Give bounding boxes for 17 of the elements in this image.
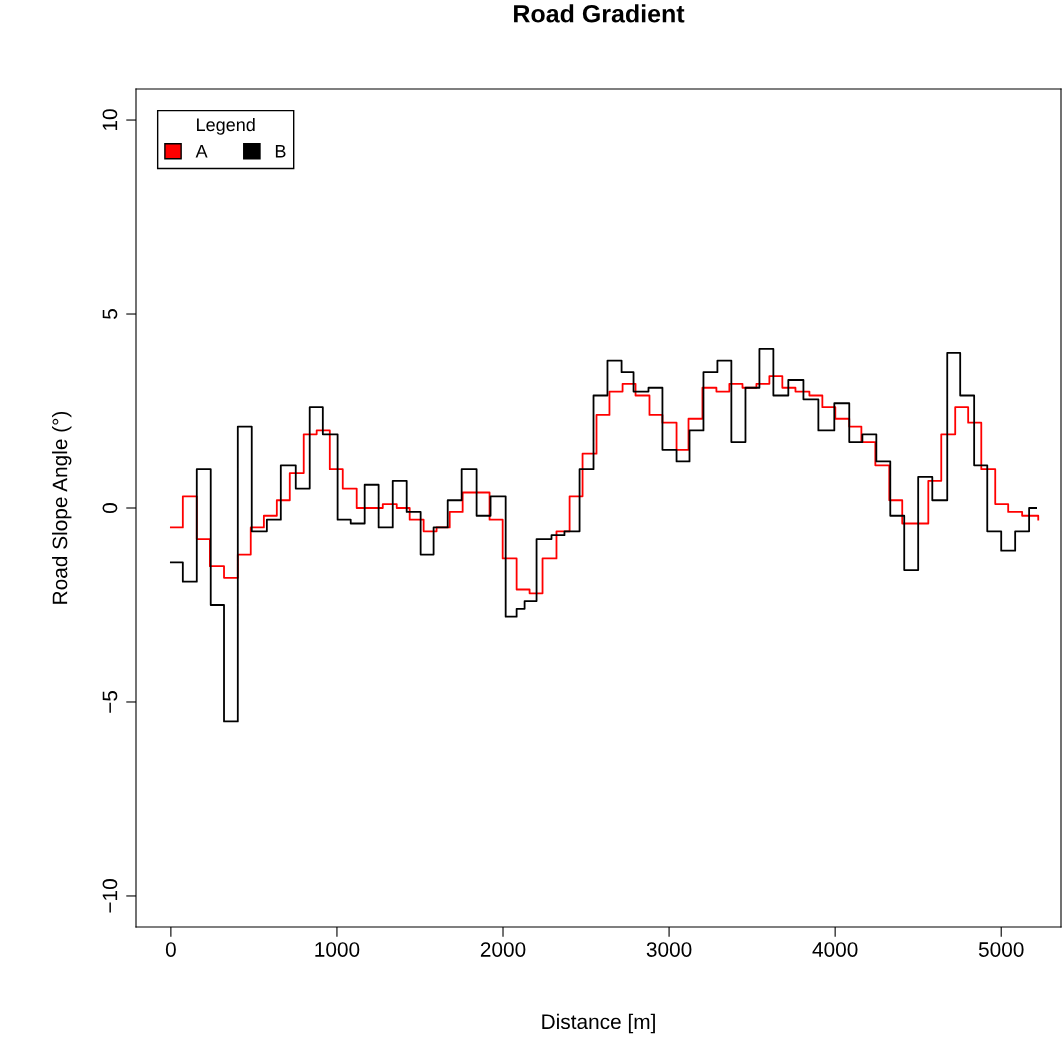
x-tick-label: 4000 <box>812 942 858 957</box>
y-axis-title: Road Slope Angle (°) <box>52 411 72 604</box>
y-tick-label: 10 <box>102 109 118 131</box>
y-tick-label: 0 <box>102 503 118 513</box>
legend-title: Legend <box>197 117 255 135</box>
x-tick-label: 2000 <box>480 942 526 957</box>
x-tick-label: 5000 <box>978 942 1024 957</box>
y-tick-label: −10 <box>102 879 118 913</box>
legend-label: A <box>195 145 208 158</box>
legend-label: B <box>275 145 286 158</box>
x-axis-title: Distance [m] <box>542 1013 655 1034</box>
y-tick-label: 5 <box>102 309 118 319</box>
chart-title: Road Gradient <box>514 4 685 23</box>
x-tick-label: 3000 <box>646 942 692 957</box>
x-tick-label: 0 <box>165 942 176 957</box>
x-tick-label: 1000 <box>315 942 360 957</box>
y-tick-label: −5 <box>102 690 118 713</box>
